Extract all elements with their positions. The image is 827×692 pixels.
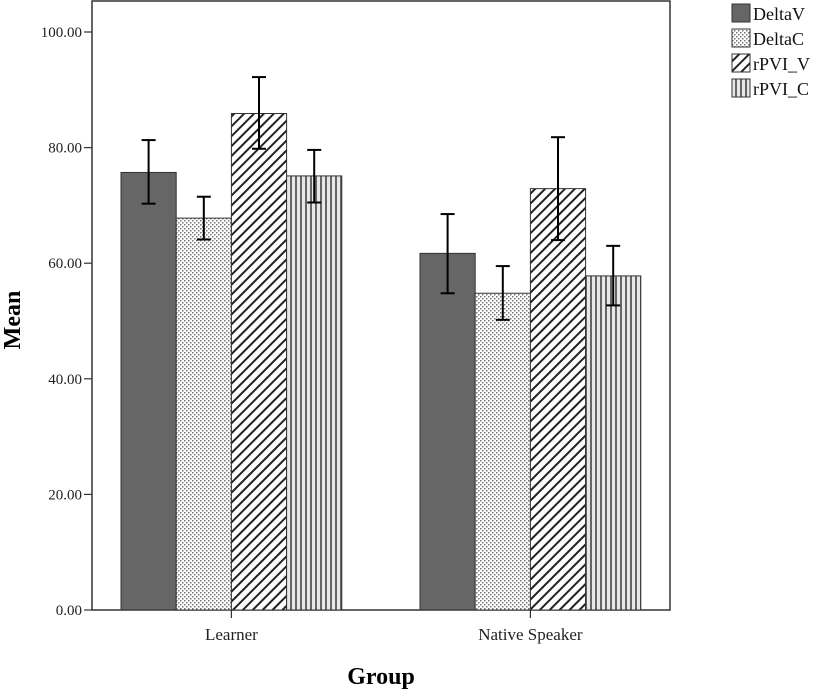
error-bar [141, 139, 156, 205]
y-tick-label: 60.00 [48, 256, 82, 272]
error-bar [495, 265, 510, 321]
y-tick-label: 40.00 [48, 372, 82, 388]
legend-swatch-rPVI_V [731, 53, 751, 73]
y-tick-label: 0.00 [56, 603, 82, 619]
error-bar [551, 136, 565, 242]
legend-swatch-DeltaV [731, 3, 751, 23]
error-bar [196, 195, 211, 241]
bar-DeltaV-Learner [120, 171, 177, 611]
error-bar [440, 213, 455, 295]
bar-rPVI_C-Learner [286, 175, 343, 611]
legend-label: DeltaV [753, 4, 805, 24]
bar-rPVI_V-Native-Speaker [529, 188, 587, 611]
bar-rPVI_C-Native-Speaker [585, 275, 642, 611]
error-bar [307, 148, 322, 204]
bar-DeltaV-Native-Speaker [419, 252, 476, 611]
legend-swatch-rPVI_C [731, 78, 751, 98]
y-tick-label: 100.00 [41, 25, 82, 41]
x-tick-label: Learner [205, 625, 258, 644]
error-bar [252, 76, 266, 150]
y-axis-label: Mean [0, 291, 26, 350]
x-tick-label: Native Speaker [478, 625, 583, 644]
x-axis: Learner Native Speaker [205, 610, 583, 644]
y-axis: 0.00 20.00 40.00 60.00 80.00 100.00 [41, 25, 92, 619]
legend-label: DeltaC [753, 29, 804, 49]
legend-label: rPVI_V [753, 54, 810, 74]
y-tick-label: 20.00 [48, 487, 82, 503]
legend: DeltaV DeltaC rPVI_V rPVI_C [731, 3, 810, 99]
bars [120, 76, 642, 611]
x-axis-label: Group [347, 664, 415, 690]
legend-label: rPVI_C [753, 79, 809, 99]
legend-swatch-DeltaC [731, 28, 751, 48]
bar-rPVI_V-Learner [230, 112, 288, 611]
bar-DeltaC-Learner [175, 217, 232, 611]
bar-DeltaC-Native-Speaker [474, 292, 531, 611]
y-tick-label: 80.00 [48, 141, 82, 157]
error-bar [606, 244, 621, 307]
